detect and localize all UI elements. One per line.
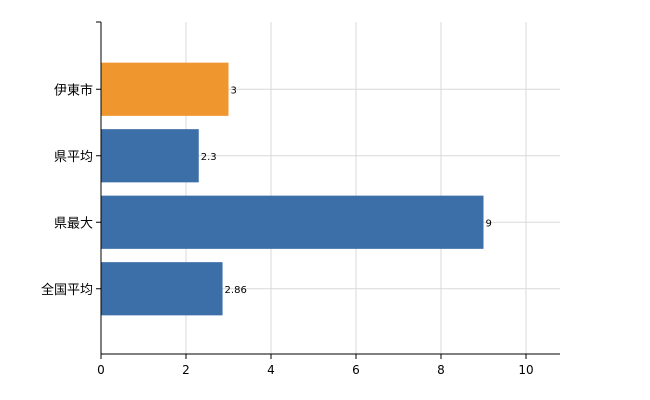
bars <box>101 62 484 316</box>
x-tick-label-0: 0 <box>97 363 105 377</box>
x-tick-label-8: 8 <box>437 363 445 377</box>
data-label-2: 9 <box>486 218 492 229</box>
data-label-1: 2.3 <box>201 152 217 163</box>
bar-2 <box>101 195 484 249</box>
bar-1 <box>101 129 199 183</box>
x-tick-label-2: 2 <box>182 363 190 377</box>
category-label-2: 県最大 <box>54 216 93 231</box>
category-label-0: 伊東市 <box>54 82 93 98</box>
x-tick-label-10: 10 <box>518 363 533 377</box>
category-label-1: 県平均 <box>54 150 93 165</box>
axes <box>96 21 560 359</box>
bar-0 <box>101 62 229 116</box>
x-tick-label-6: 6 <box>352 363 360 377</box>
data-label-0: 3 <box>231 85 237 96</box>
labels: 0 2 4 6 8 10 3 伊東市 2.3 県平均 9 県最大 2.86 全国平均 <box>41 82 534 377</box>
data-label-3: 2.86 <box>225 285 247 296</box>
x-tick-label-4: 4 <box>267 363 275 377</box>
category-label-3: 全国平均 <box>41 282 93 298</box>
bar-3 <box>101 262 223 316</box>
